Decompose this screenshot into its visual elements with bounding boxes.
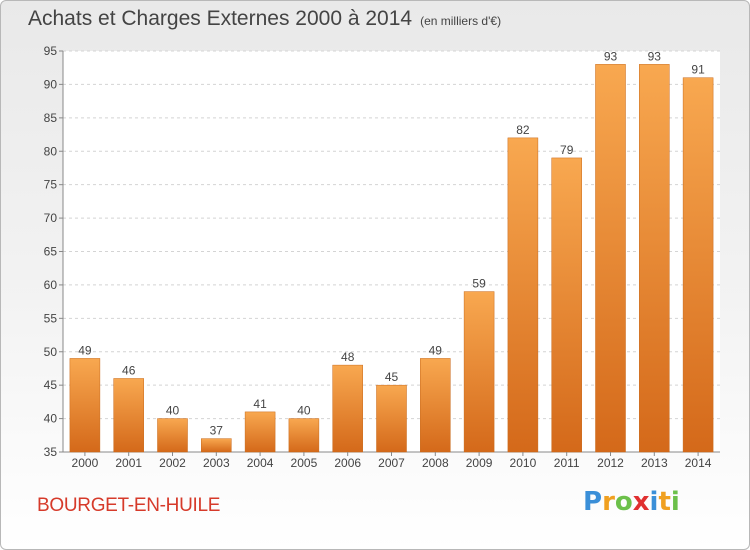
data-label-2001: 46	[122, 363, 136, 377]
logo-letter: t	[658, 487, 671, 517]
data-label-2011: 79	[560, 143, 574, 157]
y-tick-label: 75	[44, 178, 58, 192]
logo-letter: r	[602, 487, 615, 517]
data-label-2008: 49	[429, 343, 443, 357]
y-tick-label: 70	[44, 211, 58, 225]
y-tick-label: 80	[44, 144, 58, 158]
bar-2003	[201, 438, 232, 453]
x-tick-label-2000: 2000	[72, 456, 99, 470]
bar-2008	[420, 358, 451, 453]
y-tick-label: 45	[44, 378, 58, 392]
y-tick-label: 95	[44, 44, 58, 58]
y-tick-label: 40	[44, 412, 58, 426]
x-tick-label-2003: 2003	[203, 456, 230, 470]
x-tick-label-2013: 2013	[641, 456, 668, 470]
data-label-2007: 45	[385, 370, 399, 384]
data-label-2010: 82	[516, 123, 530, 137]
x-tick-label-2008: 2008	[422, 456, 449, 470]
data-label-2005: 40	[297, 404, 311, 418]
logo-letter: i	[670, 487, 680, 517]
y-tick-label: 85	[44, 111, 58, 125]
y-tick-label: 55	[44, 311, 58, 325]
data-label-2012: 93	[604, 49, 618, 63]
bar-2006	[332, 364, 363, 453]
y-tick-label: 65	[44, 245, 58, 259]
bar-2009	[463, 291, 495, 453]
bar-2011	[551, 157, 582, 453]
data-label-2013: 93	[648, 49, 662, 63]
x-tick-label-2012: 2012	[597, 456, 624, 470]
bar-2007	[376, 384, 407, 453]
data-label-2004: 41	[253, 397, 267, 411]
y-tick-label: 90	[44, 77, 58, 91]
bar-2000	[69, 358, 101, 453]
bar-2013	[639, 64, 670, 453]
logo-letter: P	[583, 487, 603, 517]
bar-2014	[682, 77, 714, 453]
logo-letter: o	[614, 487, 633, 517]
x-tick-label-2004: 2004	[247, 456, 274, 470]
bar-2005	[288, 418, 320, 453]
data-label-2009: 59	[472, 277, 486, 291]
bar-2002	[157, 418, 188, 453]
x-tick-label-2009: 2009	[466, 456, 493, 470]
x-tick-label-2014: 2014	[685, 456, 712, 470]
x-tick-label-2002: 2002	[159, 456, 186, 470]
x-tick-label-2007: 2007	[378, 456, 405, 470]
x-tick-label-2010: 2010	[510, 456, 537, 470]
chart-title: Achats et Charges Externes 2000 à 2014	[28, 7, 413, 30]
bar-2001	[113, 378, 144, 453]
y-tick-label: 60	[44, 278, 58, 292]
x-tick-label-2006: 2006	[334, 456, 361, 470]
chart-title-group: Achats et Charges Externes 2000 à 2014 (e…	[28, 7, 501, 37]
data-label-2002: 40	[166, 404, 180, 418]
chart-subtitle: (en milliers d'€)	[420, 14, 502, 28]
bar-2012	[595, 64, 626, 453]
bar-2010	[507, 137, 539, 453]
x-tick-label-2011: 2011	[554, 456, 580, 470]
y-tick-label: 35	[44, 445, 58, 459]
data-label-2003: 37	[210, 424, 224, 438]
proxiti-logo: Proxiti	[583, 487, 680, 517]
data-label-2014: 91	[691, 63, 705, 77]
logo-letter: x	[632, 487, 650, 517]
x-tick-label-2005: 2005	[291, 456, 318, 470]
data-label-2000: 49	[78, 343, 92, 357]
data-label-2006: 48	[341, 350, 355, 364]
y-tick-label: 50	[44, 345, 58, 359]
logo-letter: i	[649, 487, 659, 517]
commune-name: BOURGET-EN-HUILE	[37, 495, 221, 516]
x-tick-label-2001: 2001	[115, 456, 142, 470]
bar-2004	[244, 411, 276, 453]
